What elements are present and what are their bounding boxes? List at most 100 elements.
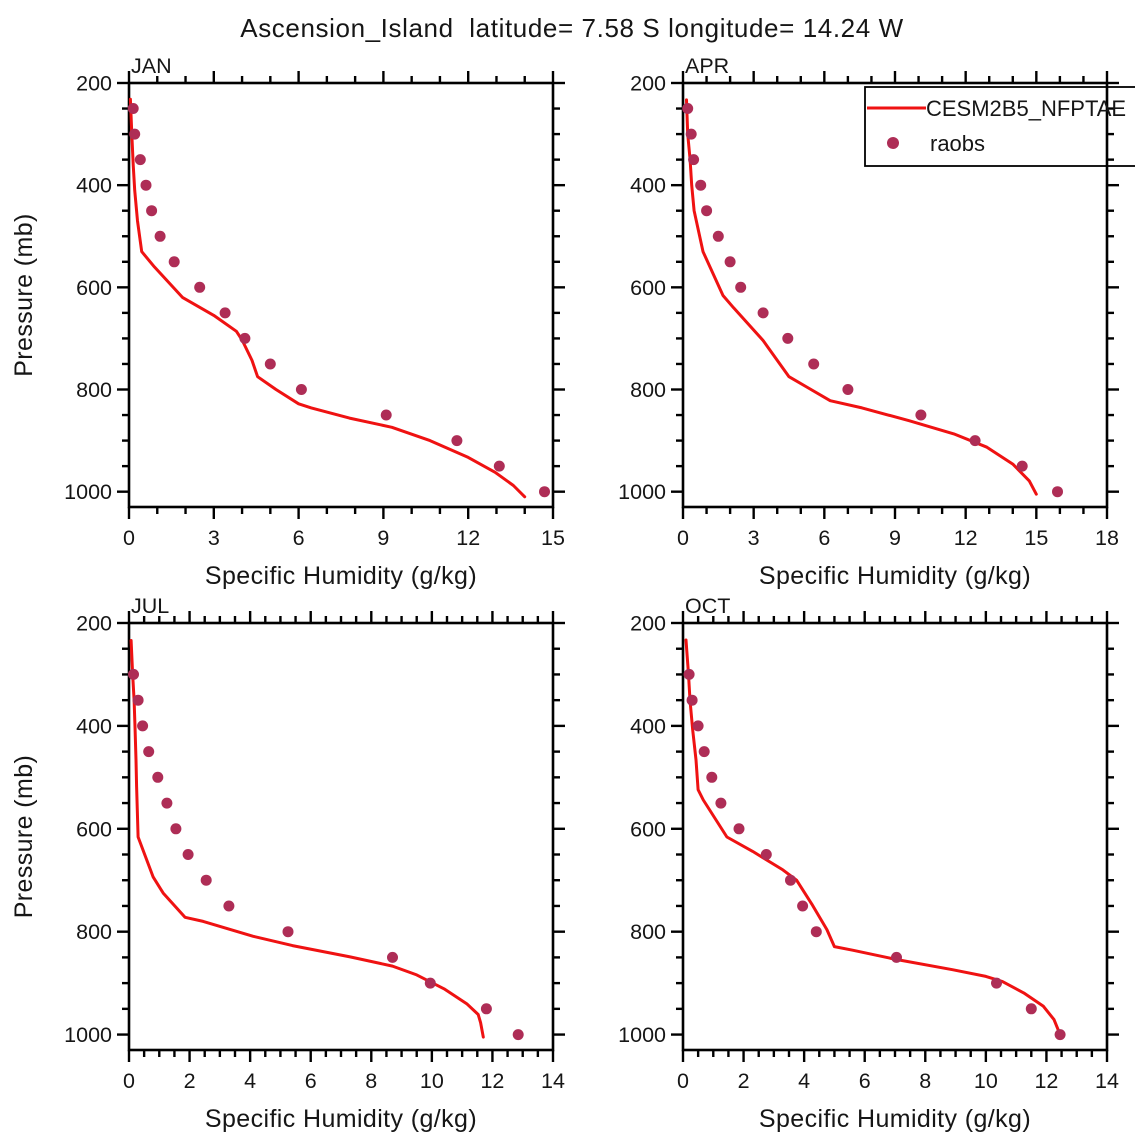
x-tick-label: 2 (738, 1069, 750, 1093)
raobs-dot (682, 103, 694, 114)
raobs-dot (698, 746, 710, 758)
raobs-dot (152, 771, 164, 783)
raobs-dot (182, 849, 194, 860)
y-tick-label: 600 (76, 276, 112, 300)
x-tick-label: 10 (420, 1069, 444, 1093)
x-tick-label: 10 (974, 1069, 998, 1093)
raobs-dot (451, 435, 463, 447)
raobs-dot (493, 460, 505, 472)
raobs-dot (127, 103, 139, 114)
x-tick-label: 8 (919, 1069, 931, 1093)
raobs-dot (539, 486, 550, 498)
x-axis-label: Specific Humidity (g/kg) (759, 562, 1031, 590)
x-tick-label: 0 (677, 1069, 689, 1093)
x-axis-label: Specific Humidity (g/kg) (759, 1105, 1031, 1133)
y-tick-label: 1000 (64, 1023, 112, 1047)
raobs-dots (127, 103, 550, 498)
y-axis-label: Pressure (mb) (10, 213, 38, 377)
model-line (129, 639, 485, 1039)
x-tick-label: 9 (377, 526, 389, 550)
x-tick-label: 9 (889, 526, 901, 550)
x-axis-label: Specific Humidity (g/kg) (205, 562, 477, 590)
x-tick-label: 0 (123, 1069, 135, 1093)
y-tick-label: 600 (630, 817, 666, 841)
raobs-dot (715, 797, 727, 809)
raobs-dot (695, 179, 707, 191)
x-tick-label: 15 (541, 526, 565, 550)
panel-apr: 0 3 6 9 12 15 18 200 400 600 800 1000 APR Specific Hu… (618, 54, 1119, 590)
legend-label-raobs: raobs (930, 131, 985, 156)
raobs-dot (692, 720, 704, 732)
plot-frame (127, 621, 555, 1052)
x-tick-label: 12 (456, 526, 480, 550)
raobs-dot (686, 694, 698, 706)
raobs-dot (1016, 460, 1028, 472)
raobs-dot (170, 823, 182, 835)
y-tick-label: 1000 (618, 1023, 666, 1047)
raobs-dot (239, 332, 251, 344)
raobs-dot (782, 332, 794, 344)
legend-box (864, 86, 1135, 167)
raobs-dot (915, 409, 927, 421)
y-tick-label: 1000 (618, 480, 666, 504)
x-tick-label: 4 (244, 1069, 256, 1093)
panel-jan: 0 3 6 9 12 15 200 400 600 800 1000 JAN Specific Humi… (10, 54, 565, 590)
raobs-dot (154, 230, 166, 242)
raobs-dot (712, 230, 724, 242)
x-tick-label: 3 (748, 526, 760, 550)
x-tick-label: 6 (305, 1069, 317, 1093)
raobs-dot (683, 668, 695, 680)
y-tick-label: 400 (76, 174, 112, 198)
raobs-dot (168, 256, 180, 268)
x-tick-label: 8 (365, 1069, 377, 1093)
raobs-dot (480, 1003, 492, 1015)
x-tick-label: 0 (677, 526, 689, 550)
raobs-dot (424, 977, 436, 989)
x-tick-label: 12 (954, 526, 978, 550)
raobs-dots (682, 103, 1063, 498)
panel-oct: 0 2 4 6 8 10 12 14 200 400 600 800 1000 OCT Specific H… (618, 594, 1119, 1133)
raobs-dot (134, 154, 146, 166)
x-tick-label: 12 (1034, 1069, 1058, 1093)
raobs-dots (683, 668, 1066, 1041)
y-tick-label: 200 (76, 72, 112, 96)
raobs-dot (200, 874, 212, 886)
raobs-dot (143, 746, 155, 758)
x-tick-label: 0 (123, 526, 135, 550)
raobs-dot (380, 409, 392, 421)
raobs-dot (161, 797, 173, 809)
x-tick-label: 15 (1024, 526, 1048, 550)
y-tick-label: 800 (630, 920, 666, 944)
figure-title: Ascension_Island latitude= 7.58 S longit… (240, 13, 903, 43)
raobs-dot (735, 281, 747, 293)
raobs-dot (688, 154, 700, 166)
x-tick-label: 4 (798, 1069, 810, 1093)
panel-jul: 0 2 4 6 8 10 12 14 200 400 600 800 1000 JUL Specific H… (10, 594, 565, 1133)
raobs-dot (760, 849, 772, 860)
y-tick-label: 600 (630, 276, 666, 300)
legend-label-model: CESM2B5_NFPTAE (926, 96, 1126, 121)
x-tick-label: 14 (1095, 1069, 1119, 1093)
x-tick-label: 12 (480, 1069, 504, 1093)
raobs-dot (146, 205, 158, 217)
y-tick-label: 200 (630, 72, 666, 96)
raobs-dot (1054, 1029, 1066, 1041)
plot-frame (681, 621, 1109, 1052)
y-tick-label: 1000 (64, 480, 112, 504)
y-tick-label: 800 (630, 378, 666, 402)
raobs-dot (219, 307, 231, 319)
raobs-dot (264, 358, 276, 370)
raobs-dot (706, 771, 718, 783)
y-tick-label: 200 (76, 612, 112, 636)
raobs-dot (969, 435, 981, 447)
raobs-dot (1025, 1003, 1037, 1015)
y-tick-label: 400 (630, 174, 666, 198)
raobs-dot (194, 281, 206, 293)
y-tick-label: 400 (630, 714, 666, 738)
raobs-dot (282, 926, 294, 938)
x-tick-label: 2 (184, 1069, 196, 1093)
raobs-dot (797, 900, 809, 912)
